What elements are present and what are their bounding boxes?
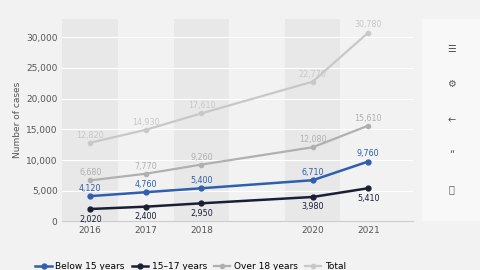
Text: 2,950: 2,950 bbox=[190, 209, 213, 218]
Text: 30,780: 30,780 bbox=[355, 21, 382, 29]
Text: ←: ← bbox=[447, 115, 455, 125]
Text: 17,610: 17,610 bbox=[188, 101, 215, 110]
Text: 15,610: 15,610 bbox=[355, 114, 382, 123]
Text: ☰: ☰ bbox=[447, 44, 456, 54]
Text: 12,820: 12,820 bbox=[76, 131, 104, 140]
Text: ⚙: ⚙ bbox=[447, 79, 456, 89]
Bar bbox=[62, 19, 118, 221]
Text: 6,680: 6,680 bbox=[79, 168, 101, 177]
Bar bbox=[118, 19, 174, 221]
Text: 9,760: 9,760 bbox=[357, 149, 380, 158]
Text: 14,930: 14,930 bbox=[132, 118, 159, 127]
Text: 12,080: 12,080 bbox=[299, 135, 326, 144]
Text: 7,770: 7,770 bbox=[134, 162, 157, 171]
Text: 22,770: 22,770 bbox=[299, 70, 326, 79]
Legend: Below 15 years, 15–17 years, Over 18 years, Total: Below 15 years, 15–17 years, Over 18 yea… bbox=[36, 262, 346, 270]
Bar bbox=[340, 19, 396, 221]
Bar bbox=[285, 19, 340, 221]
Bar bbox=[229, 19, 285, 221]
Text: 3,980: 3,980 bbox=[301, 202, 324, 211]
Text: ⎙: ⎙ bbox=[448, 184, 454, 194]
Text: 4,120: 4,120 bbox=[79, 184, 101, 193]
Text: 9,260: 9,260 bbox=[190, 153, 213, 161]
Bar bbox=[174, 19, 229, 221]
Y-axis label: Number of cases: Number of cases bbox=[13, 82, 22, 158]
Text: 6,710: 6,710 bbox=[301, 168, 324, 177]
Text: 5,400: 5,400 bbox=[190, 176, 213, 185]
Text: 4,760: 4,760 bbox=[134, 180, 157, 189]
Text: “: “ bbox=[449, 150, 454, 160]
Text: 5,410: 5,410 bbox=[357, 194, 380, 203]
Text: 2,400: 2,400 bbox=[134, 212, 157, 221]
Text: 2,020: 2,020 bbox=[79, 215, 102, 224]
